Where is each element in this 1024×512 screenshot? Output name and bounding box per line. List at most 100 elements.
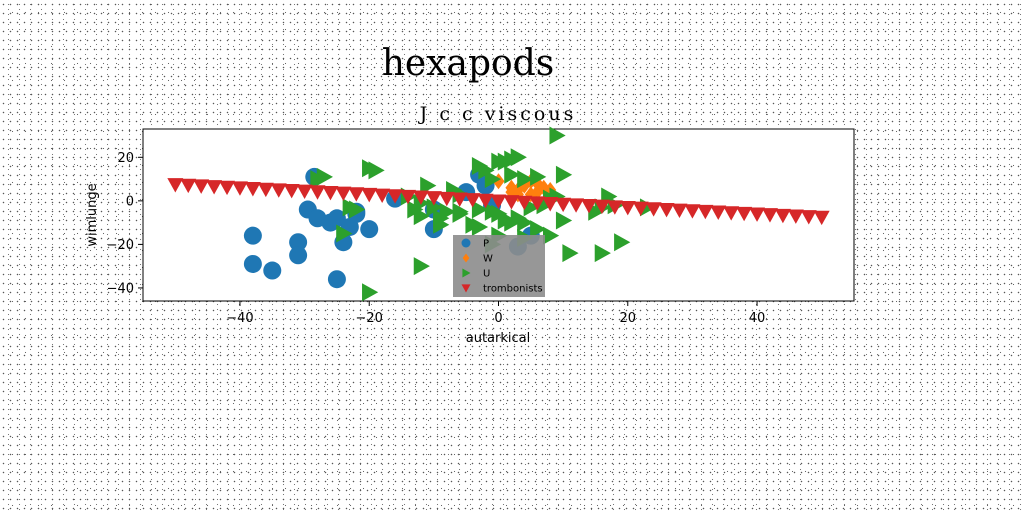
data-point-u <box>433 215 450 234</box>
data-point-u <box>452 202 469 221</box>
data-point-trombonists <box>813 210 830 226</box>
data-point-u <box>504 150 521 169</box>
data-point-u <box>614 233 631 252</box>
data-point-u <box>484 170 502 189</box>
data-point-p <box>327 270 346 289</box>
data-point-trombonists <box>464 193 481 208</box>
data-point-u <box>413 257 430 276</box>
data-point-trombonists <box>270 183 287 198</box>
data-point-u <box>549 126 566 145</box>
data-point-u <box>555 211 573 230</box>
data-point-trombonists <box>400 189 417 205</box>
data-point-trombonists <box>529 196 546 211</box>
y-axis-label: wimlunge <box>85 183 100 246</box>
y-tick-label: 20 <box>117 151 134 166</box>
data-point-trombonists <box>542 197 559 212</box>
data-point-trombonists <box>723 206 740 221</box>
data-point-trombonists <box>193 179 210 194</box>
data-point-trombonists <box>167 178 184 193</box>
marks-group <box>167 126 830 302</box>
data-point-u <box>439 202 456 221</box>
data-point-trombonists <box>619 200 636 216</box>
data-point-trombonists <box>219 180 236 196</box>
data-point-trombonists <box>800 210 817 225</box>
data-point-p <box>327 209 346 228</box>
data-point-trombonists <box>606 200 623 215</box>
data-point-trombonists <box>451 192 468 207</box>
data-point-p <box>243 254 262 273</box>
data-point-u <box>504 165 521 184</box>
data-point-trombonists <box>774 208 791 224</box>
data-point-p <box>289 233 308 252</box>
x-tick-label: −40 <box>226 311 253 326</box>
legend-marker-trombonists <box>461 284 471 293</box>
data-point-trombonists <box>555 197 572 213</box>
data-point-u <box>562 244 579 263</box>
data-point-u <box>594 244 611 263</box>
data-point-trombonists <box>477 193 494 209</box>
data-point-trombonists <box>658 202 675 218</box>
data-point-trombonists <box>490 194 507 209</box>
y-tick-label: −40 <box>107 281 134 296</box>
y-tick-label: −20 <box>107 238 134 253</box>
data-point-u <box>555 165 573 184</box>
data-point-trombonists <box>322 185 339 201</box>
data-point-trombonists <box>736 206 753 222</box>
legend-label-p: P <box>483 239 489 250</box>
data-point-trombonists <box>425 191 442 206</box>
data-point-trombonists <box>645 202 662 217</box>
legend-marker-w <box>462 253 470 263</box>
data-point-u <box>530 220 547 239</box>
data-point-u <box>349 200 366 219</box>
x-axis-label: autarkical <box>466 331 530 346</box>
data-point-trombonists <box>412 190 429 205</box>
y-tick-label: 0 <box>126 194 134 209</box>
x-tick-label: 20 <box>619 311 636 326</box>
data-point-trombonists <box>283 183 300 199</box>
y-axis-ticks: −40 −20 0 20 <box>107 151 143 296</box>
data-point-trombonists <box>593 199 610 215</box>
data-point-p <box>289 246 308 265</box>
legend-marker-u <box>462 268 471 278</box>
data-point-trombonists <box>503 195 520 210</box>
data-point-trombonists <box>257 182 274 198</box>
data-point-u <box>413 207 430 226</box>
data-point-p <box>243 226 262 245</box>
data-point-u <box>368 161 385 180</box>
data-point-trombonists <box>516 195 533 211</box>
x-tick-label: 0 <box>494 311 502 326</box>
data-point-trombonists <box>438 191 455 207</box>
data-point-u <box>543 226 560 245</box>
data-point-trombonists <box>180 178 197 194</box>
data-point-trombonists <box>568 198 585 213</box>
x-tick-label: −20 <box>356 311 383 326</box>
data-point-p <box>263 261 282 280</box>
data-point-trombonists <box>309 185 326 200</box>
data-point-trombonists <box>335 186 352 202</box>
chart-title: J c c viscous <box>418 103 577 125</box>
data-point-trombonists <box>580 199 597 214</box>
data-point-trombonists <box>632 201 649 217</box>
data-point-trombonists <box>361 187 378 203</box>
x-tick-label: 40 <box>749 311 766 326</box>
data-point-trombonists <box>348 187 365 202</box>
legend-label-w: W <box>483 254 493 265</box>
data-point-trombonists <box>244 182 261 197</box>
data-point-u <box>471 200 489 219</box>
legend-label-u: U <box>483 269 490 280</box>
data-point-trombonists <box>671 203 688 218</box>
data-point-trombonists <box>206 180 223 195</box>
legend-label-trombonists: trombonists <box>483 284 543 295</box>
data-point-p <box>360 220 379 239</box>
data-point-u <box>478 161 495 180</box>
data-point-trombonists <box>296 184 313 200</box>
data-point-u <box>362 283 379 302</box>
x-axis-ticks: −40 −20 0 20 40 <box>226 301 765 326</box>
data-point-u <box>310 170 327 189</box>
data-point-trombonists <box>761 208 778 223</box>
data-point-trombonists <box>387 189 404 204</box>
data-point-u <box>420 176 437 195</box>
data-point-trombonists <box>231 181 248 196</box>
